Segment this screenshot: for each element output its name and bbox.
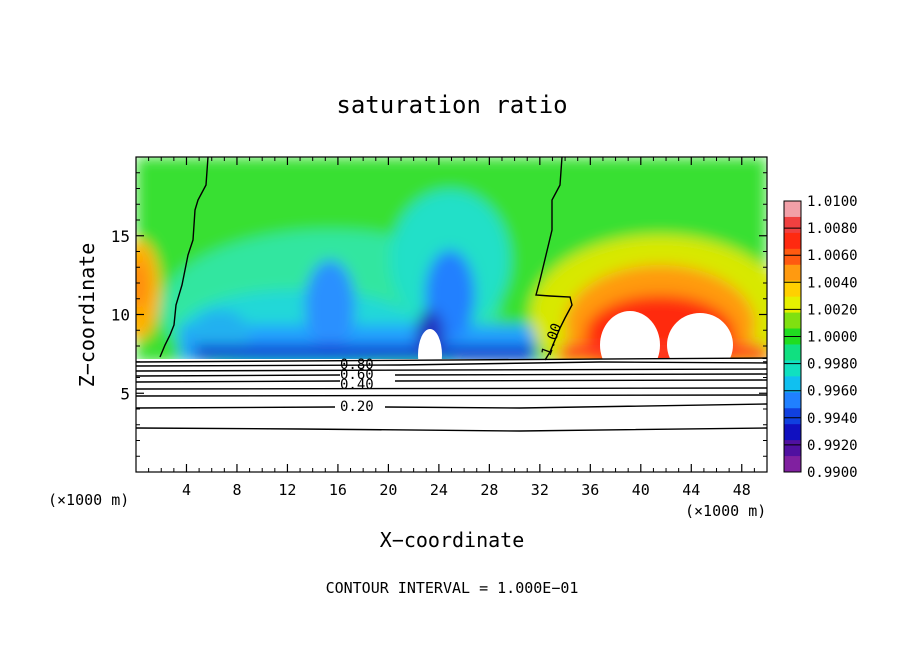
x-tick-label: 32 xyxy=(531,481,549,499)
contour-line xyxy=(135,357,768,363)
colorbar-swatch xyxy=(784,232,801,250)
colorbar-swatch xyxy=(784,408,801,425)
colorbar-swatch xyxy=(784,392,801,409)
x-tick-label: 36 xyxy=(581,481,599,499)
colorbar-swatch xyxy=(784,376,801,393)
x-tick-label: 24 xyxy=(430,481,448,499)
colorbar-tick-label: 0.9980 xyxy=(807,357,858,373)
x-tick-label: 40 xyxy=(632,481,650,499)
x-axis-label: X−coordinate xyxy=(380,528,525,552)
colorbar-tick-label: 0.9900 xyxy=(807,465,858,481)
contours xyxy=(135,156,768,432)
colorbar-tick-label: 0.9920 xyxy=(807,438,858,454)
contour-line-1.00-right xyxy=(535,156,573,361)
x-tick-label: 16 xyxy=(329,481,347,499)
colorbar-swatch xyxy=(784,344,801,361)
contour-label-0.20: 0.20 xyxy=(340,399,374,415)
x-tick-label: 48 xyxy=(733,481,751,499)
y-tick-label: 5 xyxy=(120,384,130,403)
colorbar-swatch xyxy=(784,456,801,473)
contour-line xyxy=(135,373,768,377)
contour-line xyxy=(135,394,768,397)
x-tick-label: 20 xyxy=(379,481,397,499)
colorbar-swatch xyxy=(784,216,801,234)
contour-line-1.00-left xyxy=(159,156,209,358)
colorbar: 1.0100 1.0080 1.0060 1.0040 1.0020 1.0000 0.99… xyxy=(783,194,858,481)
colorbar-tick-label: 1.0060 xyxy=(807,248,858,264)
colorbar-swatch xyxy=(784,248,801,266)
contour-line xyxy=(135,387,768,390)
x-tick-label: 44 xyxy=(682,481,700,499)
colorbar-tick-label: 1.0020 xyxy=(807,302,858,318)
contour-interval-footer: CONTOUR INTERVAL = 1.000E−01 xyxy=(326,579,579,597)
x-tick-label: 28 xyxy=(480,481,498,499)
contour-label-0.40: 0.40 xyxy=(340,377,374,393)
colorbar-tick-label: 1.0080 xyxy=(807,221,858,237)
colorbar-tick-label: 1.0000 xyxy=(807,330,858,346)
x-axis: 4 8 12 16 20 24 28 32 36 40 44 48 xyxy=(148,157,755,499)
y-axis: 5 10 15 xyxy=(111,172,767,457)
contour-label-0.80: 0.80 xyxy=(340,357,374,373)
y-tick-label: 10 xyxy=(111,306,130,325)
colorbar-swatch xyxy=(784,424,801,441)
y-tick-label: 15 xyxy=(111,227,130,246)
x-tick-label: 4 xyxy=(182,481,191,499)
x-tick-label: 8 xyxy=(232,481,241,499)
colorbar-swatch xyxy=(784,296,801,314)
contour-line xyxy=(135,379,768,383)
contour-line xyxy=(135,368,768,372)
contour-line xyxy=(135,361,768,367)
colorbar-swatch xyxy=(784,264,801,282)
x-axis-unit: (×1000 m) xyxy=(48,491,129,509)
colorbar-swatch xyxy=(784,280,801,298)
contour-label-0.60: 0.60 xyxy=(340,367,374,383)
colorbar-tick-label: 0.9960 xyxy=(807,384,858,400)
colorbar-tick-label: 1.0100 xyxy=(807,194,858,210)
colorbar-swatch xyxy=(784,360,801,377)
colorbar-swatch xyxy=(784,440,801,457)
colorbar-tick-label: 0.9940 xyxy=(807,411,858,427)
colorbar-swatch xyxy=(784,312,801,330)
x-tick-label: 12 xyxy=(278,481,296,499)
contour-line xyxy=(135,427,768,432)
x-axis-unit-right: (×1000 m) xyxy=(685,502,766,520)
chart-title: saturation ratio xyxy=(336,91,567,119)
y-axis-label: Z−coordinate xyxy=(75,243,99,388)
colorbar-swatch xyxy=(784,201,801,218)
colorbar-tick-label: 1.0040 xyxy=(807,275,858,291)
contour-line xyxy=(135,403,768,409)
heatmap-field xyxy=(136,157,767,472)
